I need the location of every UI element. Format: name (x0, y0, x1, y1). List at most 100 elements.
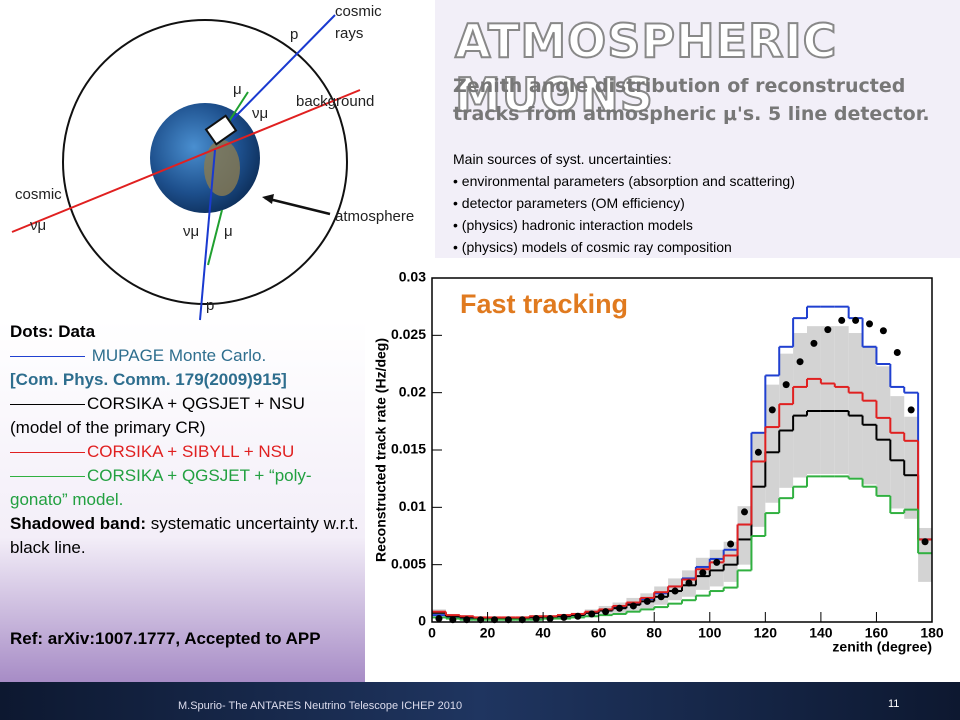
diagram-label: νμ (252, 105, 268, 122)
source-item: (physics) models of cosmic ray compositi… (453, 236, 795, 258)
diagram-label: p (290, 26, 298, 43)
x-tick-label: 60 (591, 625, 607, 641)
footer-bar (0, 682, 960, 720)
band (876, 366, 891, 495)
reference: [Com. Phys. Comm. 179(2009)915] (10, 370, 287, 389)
data-point (754, 448, 762, 456)
ray (231, 14, 336, 121)
arrow (264, 196, 331, 216)
dots-label: Dots: (10, 322, 54, 341)
legend-line (10, 476, 85, 478)
diagram-label: νμ (183, 223, 199, 240)
band (918, 527, 932, 582)
x-tick-label: 120 (754, 625, 778, 641)
diagram-label: rays (335, 25, 363, 42)
diagram-label: p (206, 297, 214, 314)
data-point (616, 604, 623, 612)
data-point (727, 540, 735, 548)
diagram-label: cosmic (15, 186, 62, 203)
footer-text: M.Spurio- The ANTARES Neutrino Telescope… (178, 700, 463, 712)
ray (11, 89, 361, 233)
x-tick-label: 80 (646, 625, 662, 641)
data-point (671, 587, 679, 595)
data-point (810, 339, 818, 347)
x-axis-label: zenith (degree) (832, 639, 932, 655)
band (723, 541, 738, 582)
x-tick-label: 20 (480, 625, 496, 641)
y-tick-label: 0.015 (391, 441, 426, 457)
subtitle: Zenith angle distribution of reconstruct… (453, 75, 930, 125)
data-point (532, 615, 540, 623)
data-point (657, 593, 665, 601)
legend-entry: CORSIKA + QGSJET + NSU (87, 394, 305, 413)
band (793, 333, 807, 478)
legend-line (10, 356, 85, 358)
y-tick-label: 0.02 (399, 383, 426, 399)
band (765, 384, 780, 503)
data-point (782, 381, 790, 389)
legend-line (10, 452, 85, 454)
data-point (435, 615, 443, 623)
data-point (768, 406, 776, 414)
data-point (838, 316, 846, 324)
band (862, 345, 877, 485)
band-label: Shadowed band: (10, 514, 146, 533)
band (709, 549, 724, 587)
page-number: 11 (888, 698, 900, 710)
legend-entry: MUPAGE Monte Carlo. (91, 346, 267, 365)
diagram-label: cosmic (335, 3, 382, 20)
sources: Main sources of syst. uncertainties: env… (453, 148, 795, 258)
diagram-label: atmosphere (335, 208, 414, 225)
band (834, 326, 849, 475)
band (807, 326, 821, 475)
y-tick-label: 0 (418, 613, 426, 629)
x-tick-label: 0 (428, 625, 436, 641)
legend-notes: Dots: Data MUPAGE Monte Carlo. [Com. Phy… (10, 320, 360, 560)
reference-note: Ref: arXiv:1007.1777, Accepted to APP (10, 629, 321, 648)
diagram-label: νμ (30, 217, 46, 234)
continent (204, 140, 240, 196)
band (890, 396, 905, 509)
source-item: detector parameters (OM efficiency) (453, 192, 795, 214)
y-tick-label: 0.01 (399, 498, 426, 514)
diagram: cosmicrayspμνμbackgroundcosmicνμatmosphe… (11, 3, 414, 321)
x-tick-label: 100 (698, 625, 722, 641)
diagram-label: μ (224, 223, 233, 240)
slide-title: ATMOSPHERIC MUONS (454, 13, 838, 123)
legend-entry: CORSIKA + SIBYLL + NSU (87, 442, 295, 461)
data-point (893, 349, 901, 357)
y-tick-label: 0.005 (391, 555, 426, 571)
data-point (866, 320, 873, 328)
data-point (685, 579, 693, 587)
diagram-label: μ (233, 81, 242, 98)
atmosphere-circle (62, 19, 348, 305)
model-note: (model of the primary CR) (10, 418, 206, 437)
band (779, 353, 794, 488)
diagram-label: background (296, 93, 374, 110)
data-name: Data (58, 322, 96, 341)
data-point (546, 615, 554, 623)
left-panel (0, 320, 365, 682)
band (904, 416, 919, 519)
legend-line (10, 404, 85, 406)
data-point (852, 316, 860, 324)
data-point (574, 612, 582, 620)
data-point (824, 326, 832, 334)
x-tick-label: 40 (535, 625, 551, 641)
data-point (643, 597, 651, 605)
data-point (699, 569, 707, 577)
x-tick-label: 140 (809, 625, 833, 641)
data-point (588, 610, 596, 618)
data-point (629, 602, 637, 610)
y-axis-label: Reconstructed track rate (Hz/deg) (373, 338, 389, 562)
data-point (796, 358, 804, 366)
ray (207, 209, 223, 266)
legend-entry: CORSIKA + QGSJET + “poly-gonato” model. (10, 466, 312, 509)
source-item: environmental parameters (absorption and… (453, 170, 795, 192)
x-tick-label: 180 (920, 625, 944, 641)
earth (150, 103, 260, 213)
band (751, 432, 766, 527)
sources-heading: Main sources of syst. uncertainties: (453, 151, 672, 167)
